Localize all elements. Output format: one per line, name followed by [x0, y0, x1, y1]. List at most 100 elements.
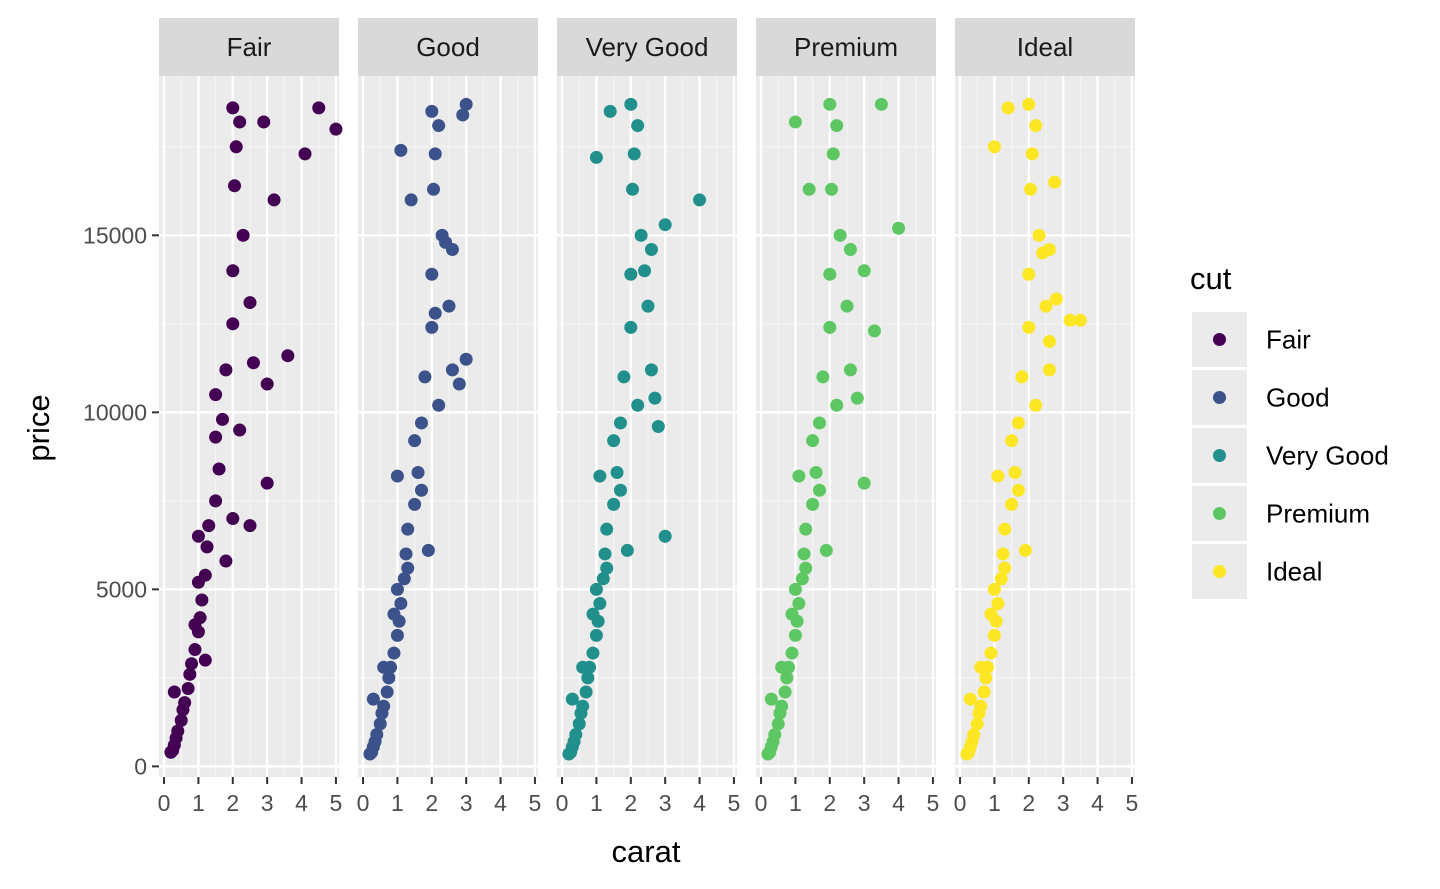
x-tick-label: 5 [728, 790, 741, 816]
data-point [648, 391, 662, 405]
data-point [167, 685, 181, 699]
data-point [785, 607, 799, 621]
x-tick-label: 5 [330, 790, 343, 816]
data-point [1018, 543, 1032, 557]
data-point [178, 696, 192, 710]
x-tick-label: 3 [1057, 790, 1070, 816]
x-tick-label: 0 [556, 790, 569, 816]
x-tick-label: 0 [158, 790, 171, 816]
data-point [984, 607, 998, 621]
data-point [967, 728, 981, 742]
data-point [581, 671, 595, 685]
data-point [631, 398, 645, 412]
data-point [452, 377, 466, 391]
data-point [445, 363, 459, 377]
data-point [228, 179, 242, 193]
facet-strip-label: Premium [794, 32, 898, 62]
y-tick-label: 15000 [83, 222, 147, 248]
legend: cut Fair Good Very Good Premium Ideal [1190, 261, 1389, 599]
x-tick-label: 1 [192, 790, 205, 816]
data-point [977, 685, 991, 699]
data-point [212, 462, 226, 476]
data-point [390, 582, 404, 596]
series-points [363, 97, 473, 761]
panel-background [955, 76, 1135, 777]
x-tick-label: 2 [425, 790, 438, 816]
x-axis-title: carat [612, 834, 681, 869]
data-point [830, 398, 844, 412]
series-points [761, 97, 906, 761]
legend-key-point [1213, 333, 1226, 346]
legend-key-point [1213, 449, 1226, 462]
data-point [1001, 101, 1015, 115]
data-point [243, 519, 257, 533]
x-tick-label: 2 [226, 790, 239, 816]
data-point [792, 469, 806, 483]
x-tick-label: 4 [1091, 790, 1104, 816]
data-point [387, 607, 401, 621]
data-point [963, 692, 977, 706]
data-point [1029, 119, 1043, 133]
data-point [233, 115, 247, 129]
facet-strip [557, 18, 737, 76]
data-point [1011, 416, 1025, 430]
data-point [195, 593, 209, 607]
data-point [411, 466, 425, 480]
x-tick-label: 2 [1022, 790, 1035, 816]
data-point [188, 643, 202, 657]
data-point [366, 692, 380, 706]
data-point [1011, 483, 1025, 497]
data-point [209, 494, 223, 508]
data-point [569, 728, 583, 742]
data-point [1024, 182, 1038, 196]
data-point [380, 685, 394, 699]
y-tick-label: 10000 [83, 399, 147, 425]
facet-panel-good: Good 0 1 2 3 4 5 [357, 18, 541, 816]
data-point [771, 717, 785, 731]
data-point [799, 522, 813, 536]
data-point [579, 685, 593, 699]
panel-background [756, 76, 936, 777]
data-point [183, 667, 197, 681]
data-point [785, 646, 799, 660]
facet-strip [159, 18, 339, 76]
facet-strip [955, 18, 1135, 76]
data-point [1025, 147, 1039, 161]
data-point [987, 140, 1001, 154]
data-point [1005, 497, 1019, 511]
data-point [857, 476, 871, 490]
data-point [823, 320, 837, 334]
data-point [390, 469, 404, 483]
x-tick-label: 2 [624, 790, 637, 816]
data-point [1042, 242, 1056, 256]
data-point [1048, 175, 1062, 189]
data-point [229, 140, 243, 154]
data-point [987, 582, 1001, 596]
data-point [432, 119, 446, 133]
data-point [816, 370, 830, 384]
data-point [788, 628, 802, 642]
data-point [390, 628, 404, 642]
data-point [586, 607, 600, 621]
panel-background [358, 76, 538, 777]
data-point [425, 320, 439, 334]
data-point [768, 728, 782, 742]
data-point [281, 349, 295, 363]
data-point [425, 104, 439, 118]
x-tick-label: 1 [590, 790, 603, 816]
panel-background [557, 76, 737, 777]
facet-strip-label: Fair [227, 32, 272, 62]
data-point [589, 150, 603, 164]
data-point [442, 299, 456, 313]
data-point [399, 547, 413, 561]
data-point [792, 597, 806, 611]
data-point [226, 264, 240, 278]
x-tick-label: 1 [789, 790, 802, 816]
data-point [209, 430, 223, 444]
data-point [778, 685, 792, 699]
data-point [246, 356, 260, 370]
data-point [414, 483, 428, 497]
data-point [418, 370, 432, 384]
data-point [209, 388, 223, 402]
data-point [693, 193, 707, 207]
